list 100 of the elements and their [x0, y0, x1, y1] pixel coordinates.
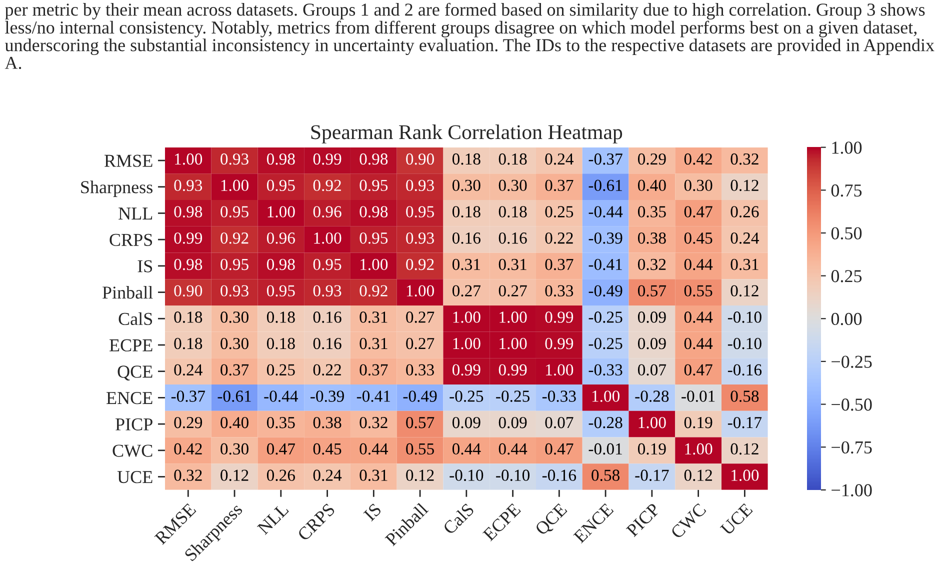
data-label: 0.44 — [498, 443, 528, 455]
data-label: 0.57 — [638, 285, 666, 297]
data-label: 0.98 — [266, 153, 295, 165]
y-tick-label: ENCE — [106, 392, 152, 404]
color-bar-label: −0.50 — [832, 398, 872, 411]
data-label: 0.24 — [545, 153, 574, 165]
data-label: 0.95 — [313, 258, 342, 270]
data-label: 0.31 — [452, 258, 480, 270]
data-label: -0.49 — [403, 390, 437, 402]
data-label: 0.95 — [220, 258, 248, 270]
data-label: 0.93 — [313, 285, 342, 297]
data-label: 0.44 — [360, 443, 388, 455]
y-tick-label: Sharpness — [81, 180, 152, 197]
data-label: 0.12 — [406, 470, 434, 481]
data-label: 0.44 — [452, 443, 481, 455]
data-label: -0.39 — [588, 232, 622, 244]
data-label: 0.19 — [684, 416, 712, 428]
data-label: 0.42 — [684, 153, 712, 165]
data-label: 0.26 — [730, 206, 759, 218]
color-bar-label: −0.75 — [832, 441, 872, 454]
y-tick-label: NLL — [118, 208, 152, 220]
y-tick-label: UCE — [117, 471, 152, 484]
color-bar-label: 1.00 — [832, 142, 862, 154]
data-label: 0.47 — [684, 206, 712, 218]
color-bar-label: 0.25 — [831, 270, 862, 282]
data-label: 0.18 — [174, 312, 202, 323]
data-label: 0.98 — [360, 206, 388, 218]
data-label: 0.58 — [730, 390, 759, 402]
data-label: 0.55 — [406, 443, 434, 455]
data-label: 0.92 — [313, 180, 341, 192]
data-label: 0.98 — [266, 258, 295, 270]
data-label: 0.99 — [545, 312, 574, 323]
data-label: 0.30 — [498, 180, 527, 192]
data-label: -0.44 — [264, 390, 298, 402]
data-label: 0.07 — [545, 416, 574, 428]
data-label: 0.30 — [452, 180, 480, 192]
data-label: -0.01 — [682, 390, 715, 402]
data-label: 0.45 — [684, 232, 712, 244]
color-bar-label: −0.25 — [832, 356, 872, 368]
chart-title: Spearman Rank Correlation Heatmap — [311, 124, 622, 144]
data-label: 0.24 — [730, 232, 760, 244]
data-label: 0.24 — [313, 470, 342, 481]
data-label: -0.41 — [588, 258, 622, 270]
color-bar-label: 0.00 — [831, 312, 862, 326]
data-label: 0.09 — [638, 312, 666, 323]
data-label: -0.37 — [171, 390, 206, 402]
data-label: 1.00 — [406, 285, 434, 297]
data-label: -0.10 — [450, 470, 484, 481]
data-label: 0.35 — [638, 206, 666, 218]
data-label: 0.98 — [360, 153, 388, 165]
data-label: 0.37 — [360, 364, 388, 376]
data-label: -0.33 — [542, 390, 576, 402]
data-label: -0.16 — [728, 364, 762, 376]
data-label: 0.29 — [174, 416, 202, 428]
data-label: 0.93 — [406, 232, 434, 244]
data-label: 0.95 — [360, 180, 388, 192]
data-label: 0.12 — [730, 180, 758, 192]
data-label: 0.95 — [220, 206, 248, 218]
data-label: 0.93 — [406, 180, 434, 192]
y-tick-label: IS — [138, 260, 152, 272]
data-label: 0.47 — [545, 443, 574, 455]
data-label: 0.22 — [545, 232, 573, 244]
data-label: 1.00 — [732, 470, 759, 481]
text: per metric by their mean across datasets. Groups 1 and 2 are formed based on similarity due to high correlation. Group 3 shows less/no internal consistency. Notably, metrics from different groups disagree on which model performs best on a given dataset, underscoring the substantial inconsistency in uncertainty evaluation. The IDs to the respective datasets are provided in Appendix A. — [4, 2, 934, 70]
data-label: -0.01 — [588, 443, 622, 455]
data-label: 0.31 — [730, 258, 758, 270]
data-label: 0.16 — [313, 338, 342, 350]
data-label: -0.25 — [588, 338, 622, 350]
data-label: 0.99 — [498, 364, 527, 376]
data-label: 0.99 — [545, 338, 574, 350]
data-label: -0.37 — [588, 153, 622, 165]
data-label: -0.28 — [635, 390, 669, 402]
data-label: -0.39 — [310, 390, 344, 402]
data-label: 1.00 — [221, 180, 248, 192]
data-label: 0.18 — [498, 206, 527, 218]
data-label: 0.16 — [313, 312, 342, 323]
y-tick-label: ECPE — [110, 339, 152, 352]
data-label: 0.33 — [545, 285, 574, 297]
data-label: 0.32 — [730, 153, 758, 165]
y-tick-label: CalS — [118, 312, 152, 326]
data-label: 0.95 — [266, 180, 295, 192]
data-label: 0.40 — [638, 180, 666, 192]
data-label: 0.18 — [498, 153, 527, 165]
data-label: 0.18 — [174, 338, 202, 350]
data-label: 0.37 — [545, 180, 574, 192]
data-label: 0.30 — [220, 312, 248, 323]
data-label: 0.18 — [452, 153, 480, 165]
data-label: 0.37 — [545, 258, 574, 270]
x-tick-label: IS — [363, 502, 382, 522]
data-label: 0.22 — [313, 364, 341, 376]
data-label: 1.00 — [546, 364, 574, 376]
data-label: 0.31 — [360, 338, 388, 350]
data-label: 0.27 — [406, 312, 434, 323]
data-label: 1.00 — [685, 443, 712, 455]
data-label: 1.00 — [500, 338, 527, 350]
data-label: 0.90 — [174, 285, 202, 297]
x-tick-label: NLL — [256, 502, 289, 536]
data-label: 0.30 — [220, 443, 248, 455]
data-label: 0.31 — [360, 470, 388, 481]
data-label: -0.28 — [588, 416, 622, 428]
